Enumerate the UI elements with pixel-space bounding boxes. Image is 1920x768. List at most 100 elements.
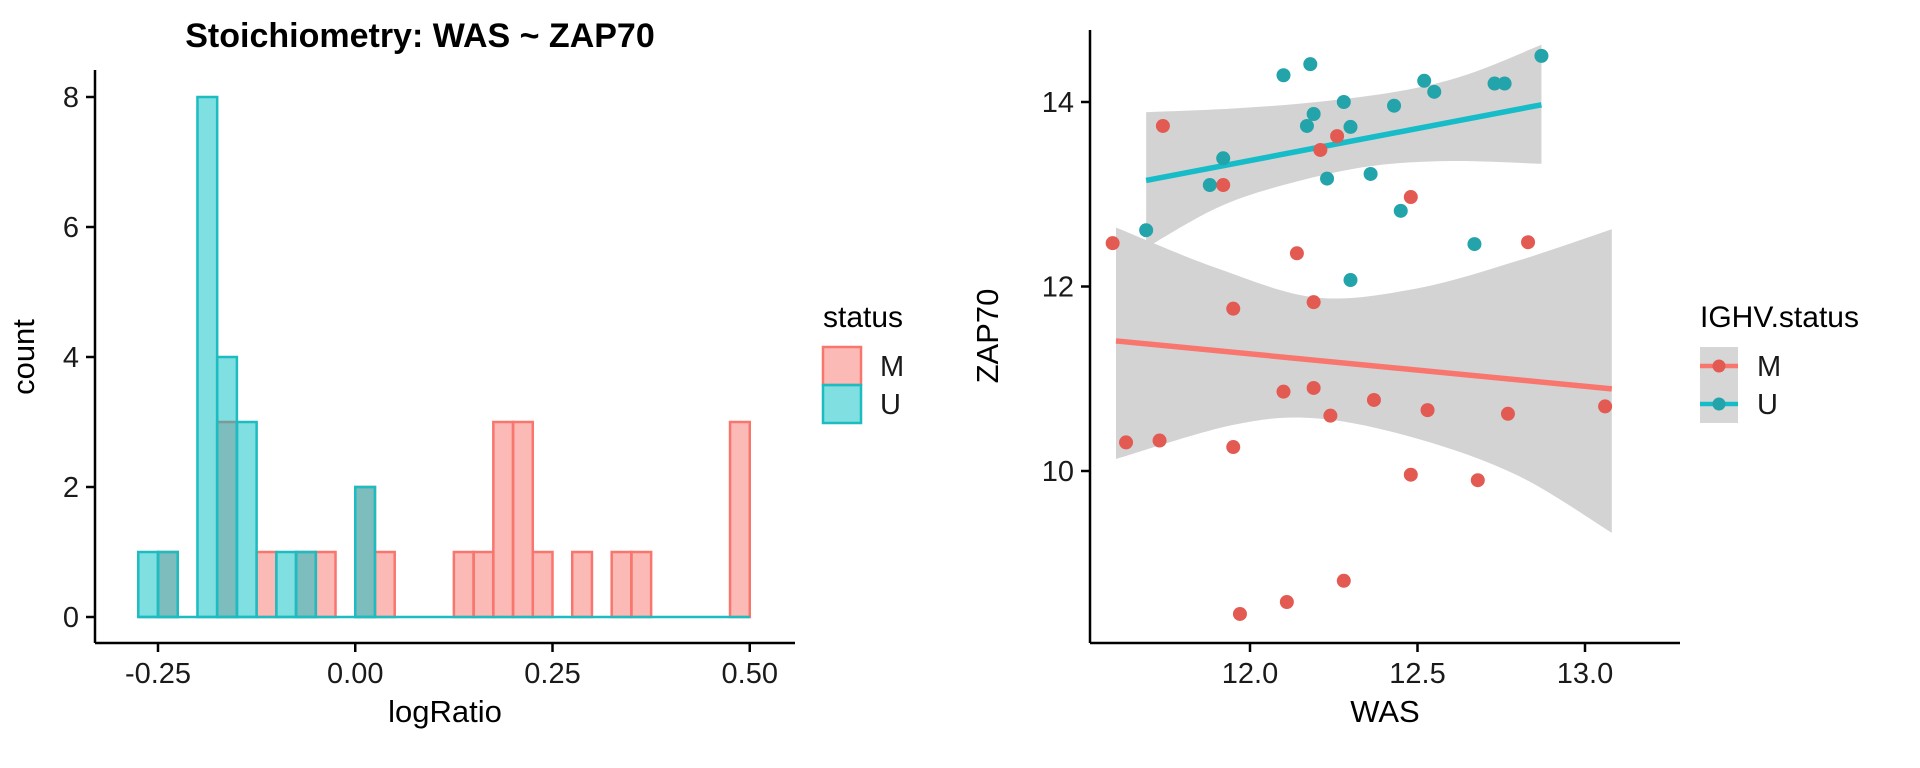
scatter-point-M — [1155, 118, 1170, 133]
scatter-y-axis-title: ZAP70 — [970, 289, 1005, 384]
scatter-legend-label-M: M — [1757, 351, 1781, 383]
scatter-point-U — [1487, 76, 1502, 91]
scatter-point-U — [1343, 273, 1358, 288]
scatter-legend-key-point-U — [1712, 397, 1726, 411]
scatter-point-U — [1417, 73, 1432, 88]
scatter-point-U — [1343, 119, 1358, 134]
scatter-legend-title: IGHV.status — [1700, 301, 1859, 334]
hist-x-axis-title: logRatio — [388, 694, 502, 729]
scatter-point-U — [1497, 76, 1512, 91]
hist-bar-M — [492, 420, 515, 619]
confidence-band-U — [1146, 44, 1542, 248]
scatter-x-axis-title: WAS — [1350, 694, 1419, 729]
hist-bar-M — [511, 420, 535, 619]
hist-legend-title: status — [823, 301, 903, 334]
scatter-point-U — [1336, 95, 1351, 109]
scatter-point-M — [1521, 235, 1536, 250]
hist-bar-U — [196, 95, 219, 619]
scatter-point-M — [1470, 473, 1485, 488]
hist-y-tick-label: 0 — [63, 602, 79, 634]
hist-bar-U — [354, 485, 377, 619]
scatter-point-U — [1320, 171, 1335, 186]
hist-x-tick-label: 0.50 — [722, 658, 778, 690]
scatter-point-U — [1534, 48, 1549, 63]
scatter-point-U — [1467, 237, 1482, 252]
scatter-point-M — [1152, 433, 1167, 448]
scatter-y-tick-label: 14 — [1042, 87, 1074, 119]
scatter-point-M — [1420, 403, 1435, 418]
hist-y-tick-label: 8 — [63, 82, 79, 114]
scatter-point-M — [1119, 435, 1134, 450]
hist-bar-M — [570, 550, 594, 619]
scatter-x-tick-label: 12.5 — [1389, 658, 1445, 690]
scatter-x-tick-label: 13.0 — [1557, 658, 1613, 690]
scatter-point-M — [1500, 406, 1515, 421]
scatter-point-U — [1202, 178, 1217, 193]
hist-legend: status MU — [821, 301, 904, 425]
scatter-legend-label-U: U — [1757, 389, 1778, 421]
hist-x-tick-label: 0.00 — [327, 658, 383, 690]
hist-y-axis-title: count — [6, 319, 41, 395]
hist-y-tick-label: 2 — [63, 472, 79, 504]
hist-bar-M — [472, 550, 495, 619]
scatter-point-M — [1279, 594, 1294, 609]
scatter-point-M — [1366, 392, 1381, 407]
hist-bar-M — [314, 550, 337, 619]
scatter-point-M — [1598, 399, 1613, 414]
scatter-point-M — [1306, 295, 1321, 310]
hist-legend-label-U: U — [880, 389, 901, 421]
scatter-point-M — [1226, 301, 1241, 316]
scatter-point-M — [1313, 142, 1328, 157]
hist-x-tick-label: 0.25 — [524, 658, 580, 690]
scatter-legend: IGHV.status MU — [1700, 301, 1859, 423]
scatter-point-M — [1336, 573, 1351, 588]
hist-bar-M — [610, 550, 633, 619]
hist-bar-U — [235, 420, 258, 619]
hist-bar-M — [630, 550, 653, 619]
scatter-point-M — [1289, 246, 1304, 261]
scatter-point-M — [1232, 606, 1247, 621]
scatter-x-tick-label: 12.0 — [1222, 658, 1278, 690]
hist-bar-M — [452, 550, 475, 619]
trend-line-U — [1145, 102, 1542, 184]
confidence-band-M — [1116, 227, 1612, 533]
scatter-y-tick-label: 12 — [1042, 272, 1074, 304]
scatter-point-U — [1216, 151, 1231, 166]
hist-bar-M — [728, 420, 752, 619]
scatter-point-M — [1226, 440, 1241, 455]
hist-legend-key-U — [821, 383, 863, 425]
scatter-point-U — [1387, 98, 1402, 113]
hist-bar-U — [215, 355, 239, 619]
hist-bar-M — [531, 550, 554, 619]
hist-legend-label-M: M — [880, 351, 904, 383]
scatter-point-U — [1427, 84, 1442, 99]
hist-y-tick-label: 4 — [63, 342, 79, 374]
scatter-point-M — [1403, 190, 1418, 205]
scatter-point-M — [1276, 384, 1291, 399]
scatter-point-M — [1330, 129, 1345, 144]
hist-y-tick-label: 6 — [63, 212, 79, 244]
scatter-point-U — [1363, 166, 1378, 181]
hist-x-tick-label: -0.25 — [125, 658, 191, 690]
scatter-point-U — [1306, 106, 1321, 121]
scatter-y-tick-label: 10 — [1042, 456, 1074, 488]
scatter-point-M — [1306, 380, 1321, 395]
scatter-point-U — [1303, 57, 1318, 72]
scatter-point-U — [1276, 68, 1291, 83]
histogram-panel: Stoichiometry: WAS ~ ZAP70 0 2 4 6 8 -0.25 0.00… — [6, 17, 904, 729]
hist-legend-key-M — [821, 345, 863, 387]
hist-bar-U — [275, 550, 298, 619]
scatter-point-M — [1105, 236, 1120, 251]
scatter-point-U — [1393, 203, 1408, 218]
plot-title: Stoichiometry: WAS ~ ZAP70 — [185, 17, 655, 55]
hist-bar-M — [255, 550, 278, 619]
scatter-point-M — [1403, 467, 1418, 482]
trend-line-M — [1115, 338, 1613, 392]
scatter-point-U — [1139, 223, 1154, 238]
scatter-point-M — [1216, 178, 1231, 193]
hist-bar-U — [137, 550, 160, 619]
scatter-point-M — [1323, 408, 1338, 423]
scatter-panel: 10 12 14 12.0 12.5 13.0 WAS ZAP70 IGHV.status MU — [970, 30, 1859, 729]
